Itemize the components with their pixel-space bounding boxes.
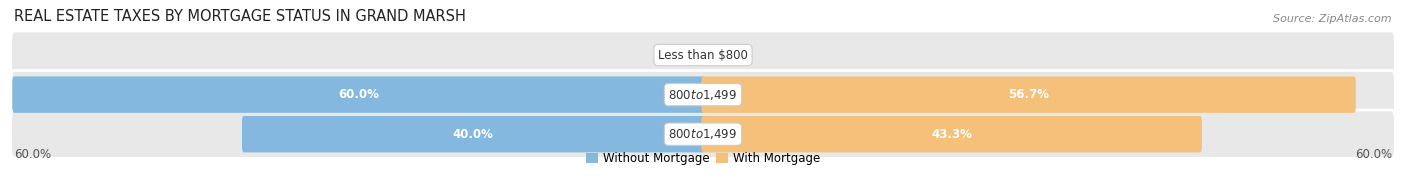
Text: 60.0%: 60.0% bbox=[337, 88, 380, 101]
Text: 0.0%: 0.0% bbox=[657, 49, 686, 62]
FancyBboxPatch shape bbox=[13, 76, 704, 113]
Text: 56.7%: 56.7% bbox=[1008, 88, 1049, 101]
FancyBboxPatch shape bbox=[11, 70, 1395, 119]
Text: 43.3%: 43.3% bbox=[931, 128, 972, 141]
Text: 60.0%: 60.0% bbox=[14, 148, 51, 161]
FancyBboxPatch shape bbox=[11, 31, 1395, 79]
Text: 0.0%: 0.0% bbox=[720, 49, 749, 62]
FancyBboxPatch shape bbox=[702, 76, 1355, 113]
Text: REAL ESTATE TAXES BY MORTGAGE STATUS IN GRAND MARSH: REAL ESTATE TAXES BY MORTGAGE STATUS IN … bbox=[14, 9, 465, 24]
Legend: Without Mortgage, With Mortgage: Without Mortgage, With Mortgage bbox=[586, 152, 820, 165]
FancyBboxPatch shape bbox=[702, 116, 1202, 152]
Text: 40.0%: 40.0% bbox=[453, 128, 494, 141]
FancyBboxPatch shape bbox=[11, 110, 1395, 158]
Text: Source: ZipAtlas.com: Source: ZipAtlas.com bbox=[1274, 14, 1392, 24]
Text: $800 to $1,499: $800 to $1,499 bbox=[668, 127, 738, 141]
Text: Less than $800: Less than $800 bbox=[658, 49, 748, 62]
Text: $800 to $1,499: $800 to $1,499 bbox=[668, 88, 738, 102]
Text: 60.0%: 60.0% bbox=[1355, 148, 1392, 161]
FancyBboxPatch shape bbox=[242, 116, 704, 152]
